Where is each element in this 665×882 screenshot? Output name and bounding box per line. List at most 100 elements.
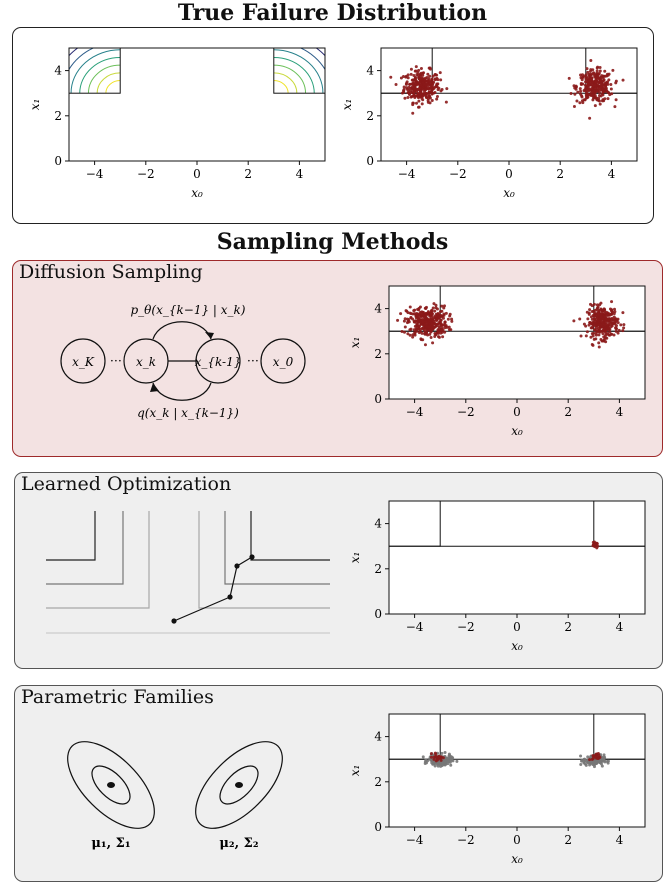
diffusion-samples-point (432, 316, 436, 320)
true-samples-point (598, 78, 602, 82)
diffusion-samples-point (413, 308, 417, 312)
optimization-samples-point (595, 546, 599, 550)
true-samples-point (407, 85, 411, 89)
diffusion-samples-point (584, 334, 588, 338)
forward-label: q(x_k | x_{k−1}) (137, 406, 239, 420)
diffusion-samples-point (590, 304, 594, 308)
true-samples-point (404, 81, 408, 85)
diffusion-samples-point (432, 302, 436, 306)
diffusion-samples-point (423, 343, 427, 347)
optimization-samples-point (592, 543, 596, 547)
true-samples-point (419, 67, 423, 71)
true-failure-heading: True Failure Distribution (177, 0, 488, 26)
true-samples-point (590, 87, 594, 91)
true-density-ytick-2: 4 (54, 64, 62, 78)
diffusion-samples-point (604, 340, 608, 344)
diffusion-samples-point (429, 309, 433, 313)
diffusion-samples-point (419, 314, 423, 318)
true-samples-point (435, 83, 439, 87)
diffusion-samples-point (436, 335, 440, 339)
true-samples-ylabel: x₁ (340, 99, 354, 111)
true-samples-xtick-3: 2 (556, 167, 564, 181)
true-samples-point (420, 102, 424, 106)
true-samples-point (594, 72, 598, 76)
true-samples-point (589, 59, 593, 63)
diffusion-samples-point (434, 303, 438, 307)
diffusion-samples-point (606, 332, 610, 336)
node-xK (60, 338, 106, 384)
true-samples-point (579, 89, 583, 93)
true-samples-point (609, 82, 613, 86)
true-samples-plot: −4 −2 0 2 4 0 2 4 x₀ x₁ (340, 47, 638, 200)
diffusion-samples-point (439, 319, 443, 323)
optimization-samples-points (591, 540, 600, 550)
diffusion-samples-point (437, 316, 441, 320)
diffusion-samples-point (622, 326, 626, 330)
true-samples-point (403, 96, 407, 100)
diffusion-samples-point (430, 322, 434, 326)
true-samples-point (589, 68, 593, 72)
true-samples-point (405, 86, 409, 90)
diffusion-samples-point (428, 328, 432, 332)
optimization-samples-ytick-1: 2 (374, 562, 382, 576)
true-samples-point (430, 79, 434, 83)
true-samples-point (598, 93, 602, 97)
true-samples-point (597, 98, 601, 102)
diffusion-samples-point (421, 320, 425, 324)
parametric-samples-point (423, 762, 427, 766)
true-samples-point (406, 95, 410, 99)
diffusion-samples-point (595, 303, 599, 307)
diffusion-samples-point (414, 316, 418, 320)
true-samples-point (603, 69, 607, 73)
diffusion-samples-point (418, 324, 422, 328)
diffusion-samples-point (608, 333, 612, 337)
true-samples-point (614, 98, 618, 102)
true-density-plot: −4 −2 0 2 4 0 2 4 x₀ x₁ (28, 47, 326, 200)
diffusion-samples-point (435, 318, 439, 322)
diffusion-samples-point (413, 332, 417, 336)
parametric-samples-point (588, 758, 592, 762)
diffusion-samples-point (610, 300, 614, 304)
true-samples-point (598, 102, 602, 106)
parametric-samples-points (421, 750, 610, 769)
true-samples-point (435, 97, 439, 101)
parametric-samples-point (580, 759, 584, 763)
parametric-samples-point (449, 757, 453, 761)
true-samples-point (424, 84, 428, 88)
true-samples-ytick-0: 0 (366, 154, 374, 168)
true-samples-point (426, 72, 430, 76)
diffusion-samples-point (431, 341, 435, 345)
true-samples-point (592, 93, 596, 97)
diffusion-samples-point (408, 333, 412, 337)
true-samples-point (606, 97, 610, 101)
true-density-ylabel: x₁ (28, 99, 42, 111)
diffusion-samples-point (440, 304, 444, 308)
parametric-samples-xlabel: x₀ (511, 852, 523, 866)
parametric-samples-point (582, 760, 586, 764)
diffusion-samples-point (599, 313, 603, 317)
true-samples-point (422, 71, 426, 75)
diffusion-samples-point (597, 341, 601, 345)
diffusion-samples-point (427, 312, 431, 316)
diffusion-samples-point (593, 328, 597, 332)
optimization-samples-ytick-0: 0 (374, 607, 382, 621)
diffusion-samples-point (599, 301, 603, 305)
optimization-samples-xtick-2: 0 (513, 620, 521, 634)
true-samples-point (606, 82, 610, 86)
true-samples-point (593, 74, 597, 78)
true-samples-xtick-2: 0 (505, 167, 513, 181)
parametric-samples-frame (388, 713, 646, 828)
true-samples-point (593, 83, 597, 87)
true-samples-point (581, 82, 585, 86)
parametric-samples-point (439, 756, 443, 760)
true-samples-point (440, 88, 444, 92)
parametric-title: Parametric Families (21, 686, 214, 708)
diffusion-samples-xlabel: x₀ (511, 424, 523, 438)
diffusion-samples-point (595, 316, 599, 320)
true-samples-point (428, 96, 432, 100)
optimization-samples-plot: −4 −2 0 2 4 0 2 4 x₀ x₁ (348, 500, 646, 653)
diffusion-samples-point (616, 321, 620, 325)
diffusion-samples-point (399, 312, 403, 316)
diffusion-samples-axes: −4 −2 0 2 4 0 2 4 x₀ x₁ (348, 302, 624, 438)
true-samples-point (597, 90, 601, 94)
